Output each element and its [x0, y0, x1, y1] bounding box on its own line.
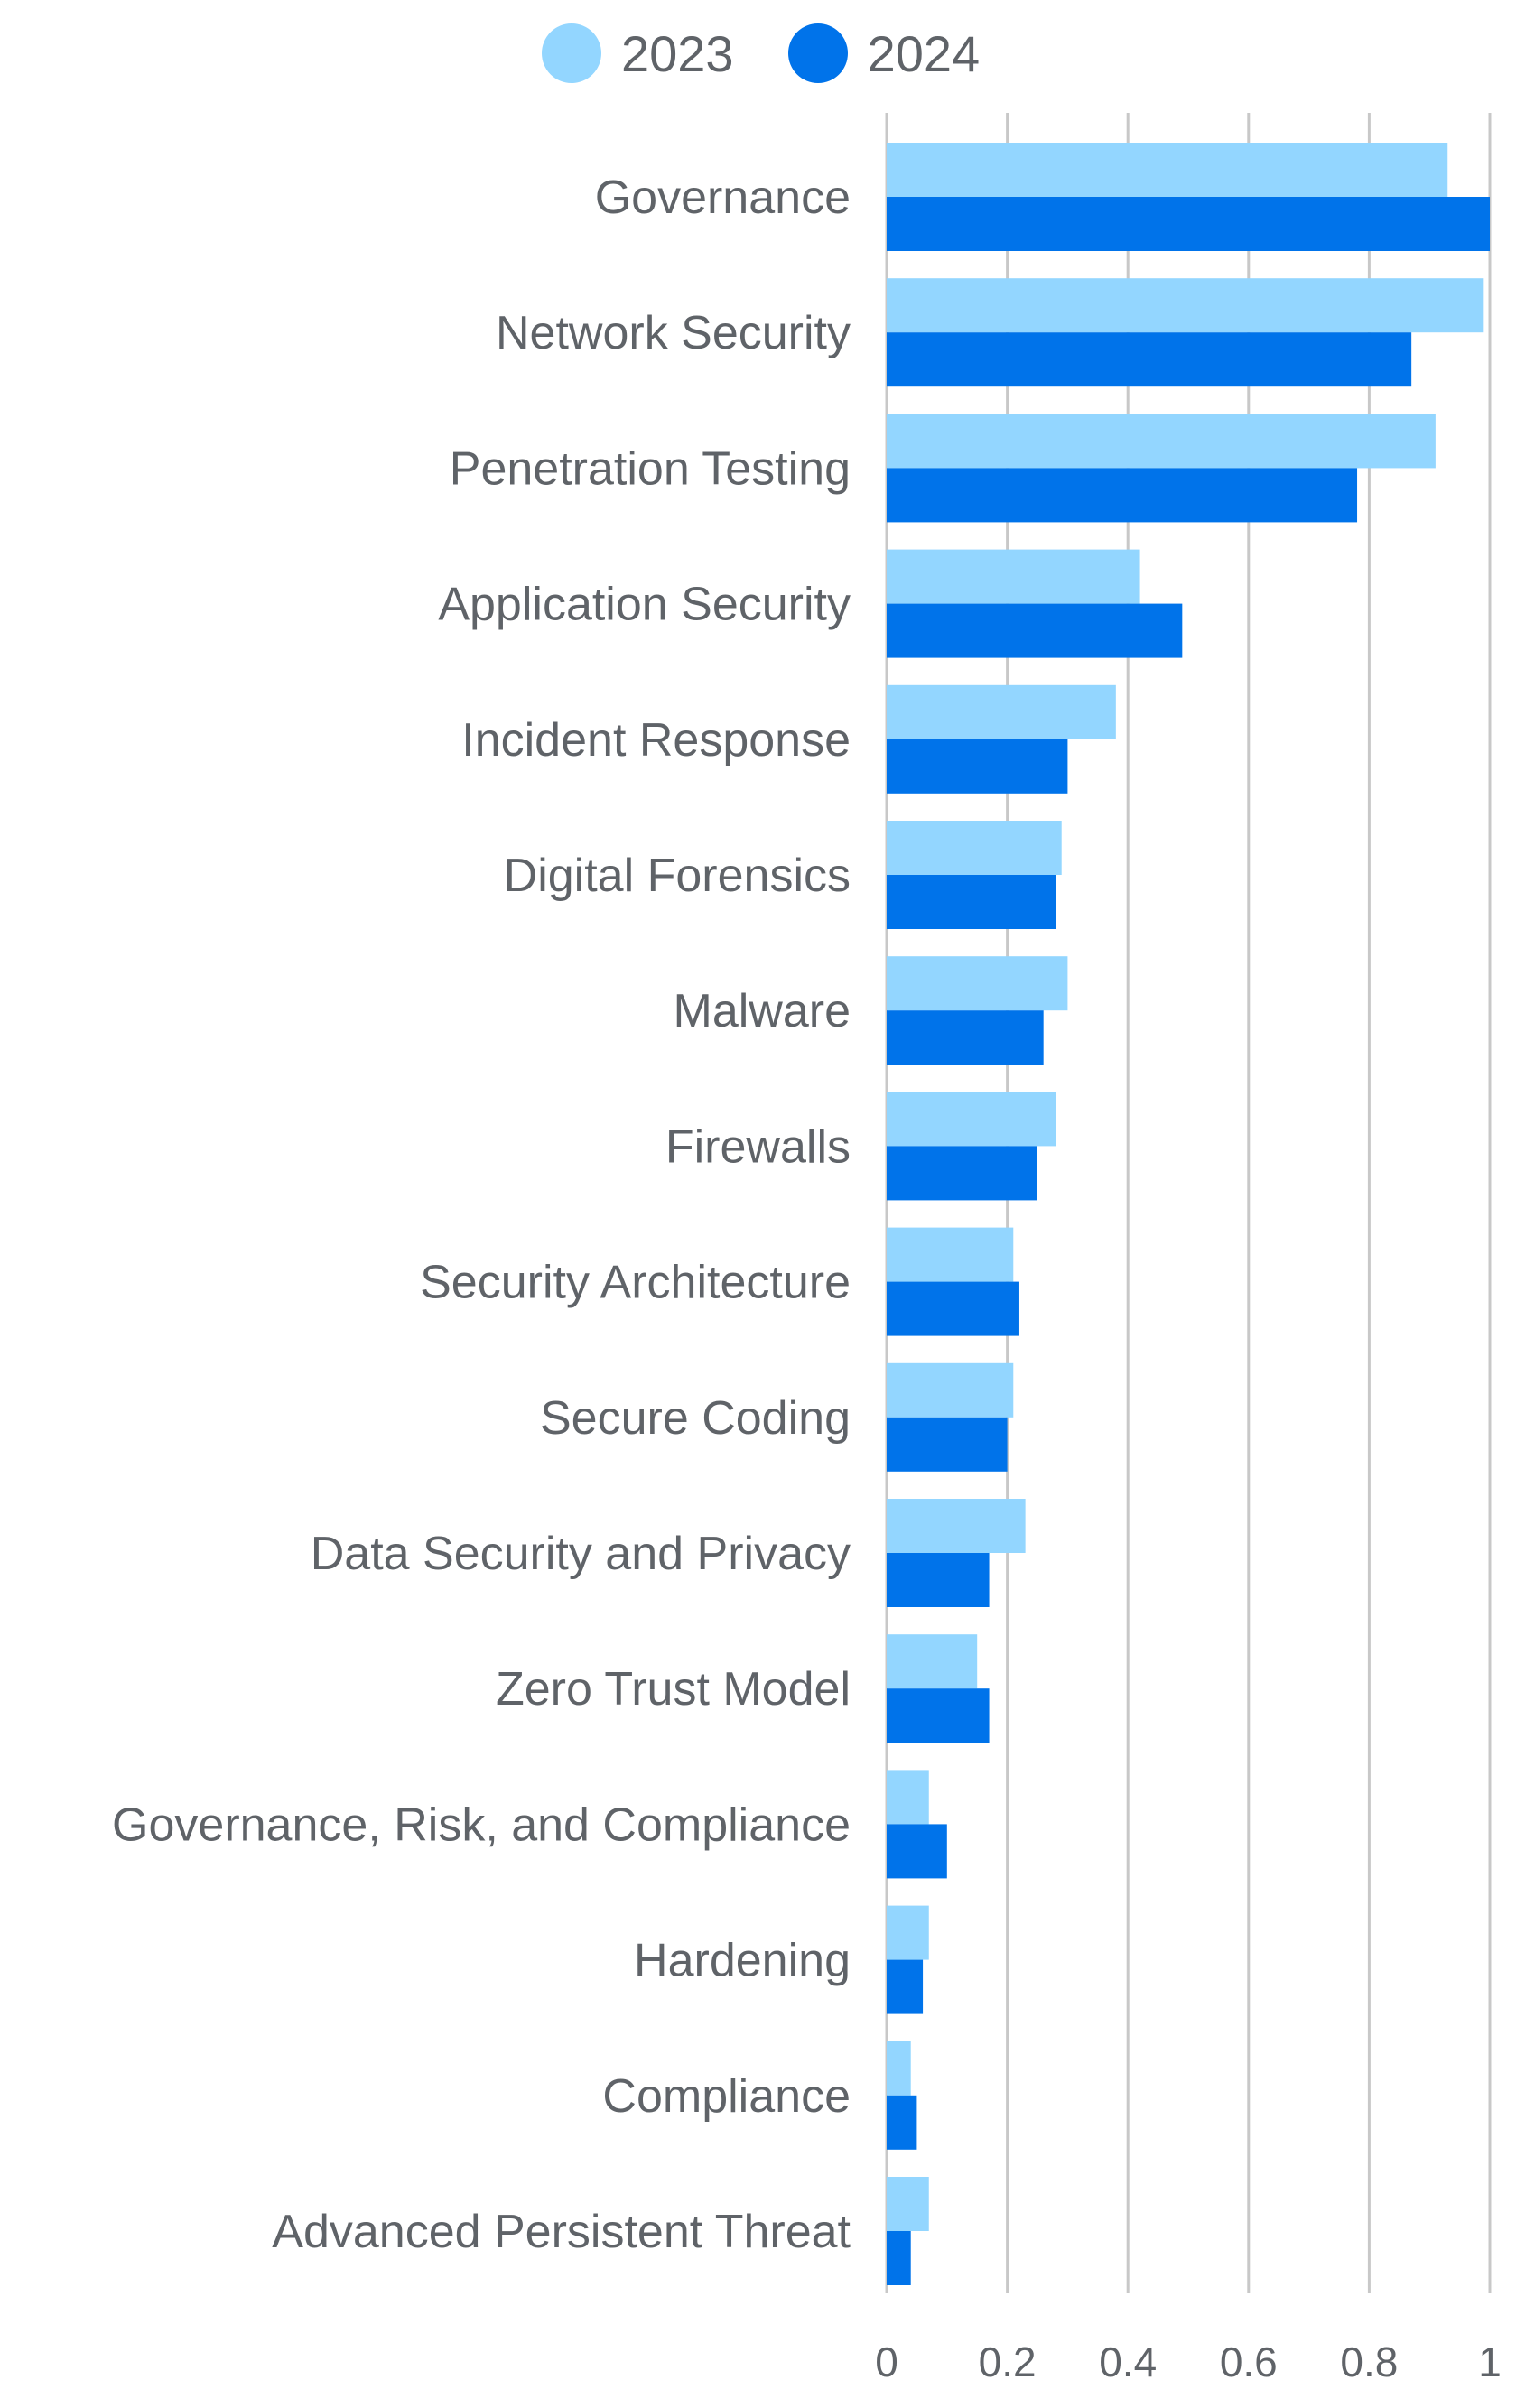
bar-2024: [887, 1959, 924, 2014]
category-label: Compliance: [602, 2070, 851, 2123]
bar-2023: [887, 2041, 911, 2096]
legend-swatch-2024: [787, 23, 848, 83]
bar-2023: [887, 414, 1436, 469]
bar-2024: [887, 332, 1412, 387]
bar-2023: [887, 1634, 978, 1689]
x-tick-label: 0.4: [1099, 2338, 1157, 2385]
category-label: Digital Forensics: [504, 850, 851, 902]
bar-2024: [887, 603, 1183, 658]
x-tick-label: 1: [1478, 2338, 1502, 2385]
x-tick-label: 0.8: [1340, 2338, 1398, 2385]
bar-2024: [887, 875, 1056, 929]
bar-2024: [887, 1281, 1019, 1336]
category-label: Advanced Persistent Threat: [272, 2206, 851, 2258]
bar-2024: [887, 1010, 1044, 1065]
bar-2023: [887, 684, 1116, 739]
category-label: Security Architecture: [420, 1257, 851, 1309]
legend: 2023 2024: [542, 23, 1034, 83]
bar-2023: [887, 2177, 929, 2231]
bar-2024: [887, 1146, 1037, 1201]
category-label: Data Security and Privacy: [311, 1528, 851, 1580]
bar-2023: [887, 956, 1068, 1011]
bar-2024: [887, 197, 1490, 251]
legend-item-2024: 2024: [787, 23, 981, 83]
x-tick-label: 0.2: [979, 2338, 1037, 2385]
bar-2023: [887, 1227, 1014, 1282]
bar-2023: [887, 1092, 1056, 1147]
bar-2023: [887, 821, 1062, 875]
category-label: Governance, Risk, and Compliance: [112, 1799, 851, 1851]
legend-label-2024: 2024: [867, 24, 981, 82]
category-label: Secure Coding: [540, 1392, 851, 1445]
category-label: Application Security: [438, 579, 851, 631]
bar-2023: [887, 1770, 929, 1825]
x-tick-label: 0: [875, 2338, 898, 2385]
bar-2023: [887, 549, 1140, 604]
x-tick-label: 0.6: [1220, 2338, 1278, 2385]
bar-2024: [887, 1417, 1008, 1472]
bar-2023: [887, 278, 1484, 333]
bar-2023: [887, 1905, 929, 1960]
bar-2024: [887, 739, 1068, 794]
bar-2023: [887, 143, 1448, 197]
bar-2023: [887, 1362, 1014, 1418]
category-label: Penetration Testing: [450, 442, 851, 495]
bar-2024: [887, 2231, 911, 2285]
category-label: Zero Trust Model: [496, 1663, 851, 1715]
bar-2024: [887, 1553, 990, 1607]
category-label: Governance: [595, 172, 851, 224]
bar-2024: [887, 468, 1358, 523]
legend-item-2023: 2023: [542, 23, 734, 83]
bar-2024: [887, 2095, 917, 2150]
category-label: Hardening: [634, 1935, 851, 1987]
legend-label-2023: 2023: [621, 24, 734, 82]
category-label: Firewalls: [665, 1120, 851, 1173]
bar-2023: [887, 1499, 1026, 1553]
category-label: Incident Response: [461, 714, 851, 767]
legend-swatch-2023: [542, 23, 601, 83]
bar-2024: [887, 1824, 947, 1879]
category-label: Network Security: [496, 307, 851, 359]
bar-2024: [887, 1688, 990, 1743]
category-label: Malware: [674, 985, 851, 1037]
